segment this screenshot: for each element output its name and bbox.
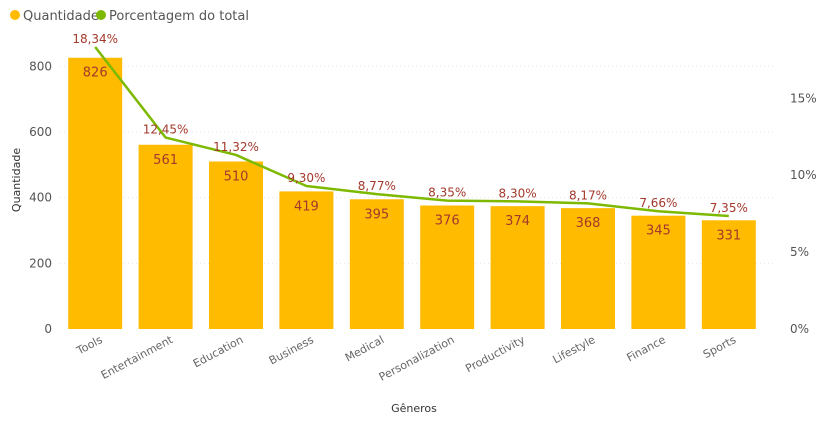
y-tick-label: 0 xyxy=(44,322,52,336)
bar-tools[interactable] xyxy=(68,57,123,329)
y-tick-label: 200 xyxy=(29,256,52,270)
bar-education[interactable] xyxy=(209,161,263,329)
bar-value-label: 510 xyxy=(224,170,249,185)
percentage-line[interactable] xyxy=(94,46,729,218)
bar-value-label: 376 xyxy=(435,214,460,229)
y-tick-label: 400 xyxy=(29,191,52,205)
bar-value-label: 395 xyxy=(364,207,389,222)
y-tick-label: 800 xyxy=(29,59,52,73)
percentage-label: 7,66% xyxy=(639,196,677,210)
bar-value-label: 345 xyxy=(646,224,671,239)
bar-entertainment[interactable] xyxy=(138,144,193,329)
x-tick-label: Education xyxy=(191,333,245,370)
x-tick-label: Finance xyxy=(625,333,668,364)
bar-value-label: 561 xyxy=(153,153,178,168)
bar-series xyxy=(68,57,756,329)
y2-tick-label: 5% xyxy=(790,245,809,259)
bar-value-label: 374 xyxy=(505,214,530,229)
y-axis-title: Quantidade xyxy=(10,148,23,212)
bar-value-label: 419 xyxy=(294,199,319,214)
y2-tick-label: 0% xyxy=(790,322,809,336)
y2-tick-label: 10% xyxy=(790,168,817,182)
bar-medical[interactable] xyxy=(349,199,404,329)
x-tick-label: Entertainment xyxy=(99,333,176,382)
percentage-label: 7,35% xyxy=(710,201,748,215)
axes: 0 200 400 600 800 0% 5% 10% 15% ToolsEntertainmen… xyxy=(10,59,817,415)
x-tick-label: Sports xyxy=(701,333,738,361)
data-labels: 826 561 510 419 395 376 374 368 345 331 18,34% 12,4… xyxy=(72,32,748,243)
bar-sports[interactable] xyxy=(701,220,756,329)
y2-tick-label: 15% xyxy=(790,91,817,105)
bar-personalization[interactable] xyxy=(420,205,475,329)
legend-swatch-porcentagem xyxy=(96,10,106,20)
x-tick-label: Tools xyxy=(74,333,105,358)
x-tick-label: Personalization xyxy=(377,333,457,384)
line-series xyxy=(94,46,729,218)
percentage-label: 8,35% xyxy=(428,186,466,200)
bar-value-label: 826 xyxy=(83,66,108,81)
percentage-label: 12,45% xyxy=(143,123,189,137)
bar-productivity[interactable] xyxy=(490,206,545,329)
x-tick-label: Productivity xyxy=(463,333,527,375)
percentage-label: 8,17% xyxy=(569,188,607,202)
x-axis-title: Gêneros xyxy=(391,402,437,415)
percentage-label: 8,30% xyxy=(499,186,537,200)
bar-value-label: 368 xyxy=(576,216,601,231)
x-tick-label: Lifestyle xyxy=(551,333,598,366)
percentage-label: 11,32% xyxy=(213,140,259,154)
x-tick-label: Business xyxy=(267,333,316,367)
bar-finance[interactable] xyxy=(631,215,686,329)
bar-lifestyle[interactable] xyxy=(561,208,615,329)
legend-label-quantidade[interactable]: Quantidade xyxy=(23,9,99,24)
x-tick-label: Medical xyxy=(343,333,386,364)
y-tick-label: 600 xyxy=(29,125,52,139)
percentage-label: 8,77% xyxy=(358,179,396,193)
legend-swatch-quantidade xyxy=(10,10,20,20)
legend-label-porcentagem[interactable]: Porcentagem do total xyxy=(109,9,249,24)
bar-business[interactable] xyxy=(279,191,334,329)
legend[interactable]: Quantidade Porcentagem do total xyxy=(10,9,249,24)
percentage-label: 18,34% xyxy=(72,32,118,46)
bar-value-label: 331 xyxy=(716,228,741,243)
percentage-label: 9,30% xyxy=(287,171,325,185)
